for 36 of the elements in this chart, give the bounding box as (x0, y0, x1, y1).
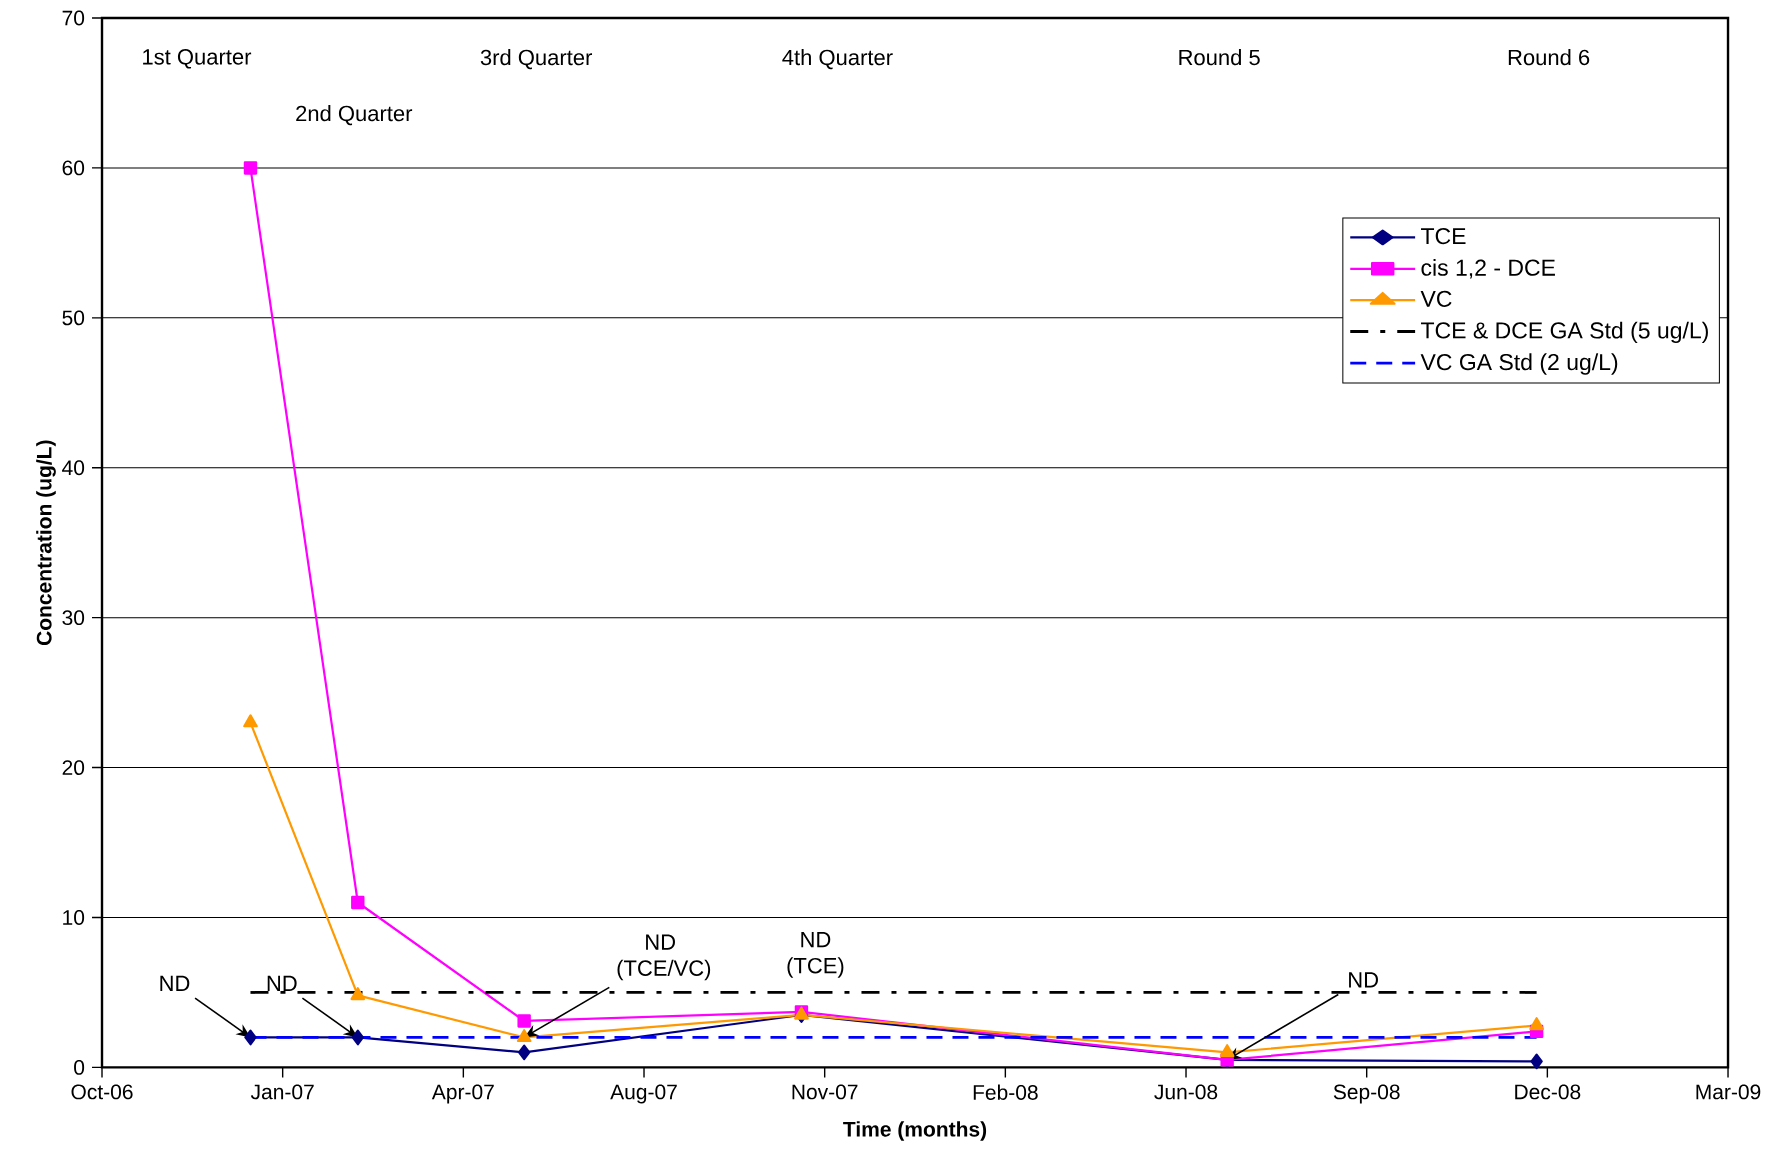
legend-label: VC GA Std (2 ug/L) (1420, 353, 1618, 375)
x-tick-label: Jan-07 (250, 1084, 314, 1100)
x-tick-label: Oct-06 (71, 1084, 133, 1100)
annotation: ND (160, 975, 190, 991)
annotation: ND (1349, 972, 1378, 988)
x-tick-label: Jun-08 (1154, 1084, 1218, 1100)
x-tick-label: Sep-08 (1333, 1084, 1400, 1104)
x-tick-label: Feb-08 (973, 1084, 1038, 1100)
x-axis-title: Time (months) (843, 1121, 987, 1141)
y-tick-label: 0 (74, 1059, 85, 1075)
x-tick-label: Nov-07 (792, 1084, 858, 1100)
legend-label: TCE & DCE GA Std (5 ug/L) (1421, 321, 1708, 344)
annotation: Round 5 (1179, 49, 1260, 66)
y-tick-label: 70 (62, 10, 85, 26)
annotation: 1st Quarter (143, 49, 252, 69)
annotation: ND (TCE/VC) (617, 934, 711, 981)
y-tick-label: 60 (62, 160, 85, 176)
annotation: Round 6 (1508, 49, 1590, 66)
y-tick-label: 50 (62, 310, 85, 326)
y-tick-label: 10 (63, 910, 85, 925)
legend-label: cis 1,2 - DCE (1421, 258, 1555, 279)
x-tick-label: Aug-07 (610, 1084, 677, 1104)
annotation: 3rd Quarter (480, 49, 593, 70)
legend-label: VC (1420, 290, 1452, 307)
x-tick-label: Apr-07 (431, 1084, 494, 1104)
y-axis-title: Concentration (ug/L) (36, 440, 56, 646)
x-tick-label: Dec-08 (1515, 1084, 1581, 1100)
legend-label: TCE (1421, 227, 1466, 245)
annotation: 4th Quarter (782, 49, 893, 70)
y-tick-label: 30 (62, 610, 85, 626)
x-tick-label: Mar-09 (1696, 1084, 1761, 1100)
y-tick-label: 20 (62, 760, 85, 776)
annotation: ND (267, 975, 297, 991)
annotation: 2nd Quarter (296, 105, 413, 126)
y-tick-label: 40 (62, 460, 85, 476)
annotation: ND (TCE) (787, 932, 844, 978)
